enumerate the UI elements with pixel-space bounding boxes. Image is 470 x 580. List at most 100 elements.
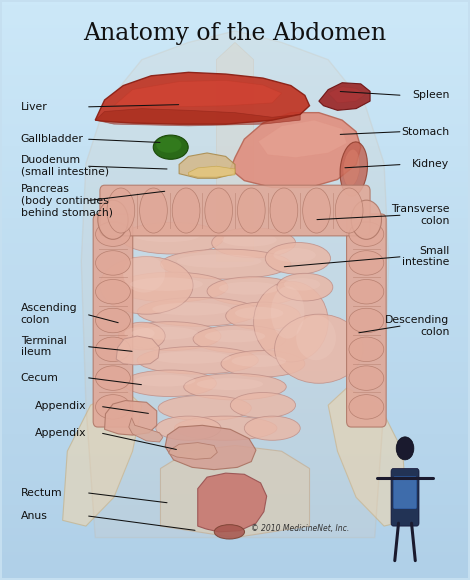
Polygon shape [328, 87, 366, 103]
Ellipse shape [95, 222, 130, 246]
Ellipse shape [130, 277, 203, 291]
Ellipse shape [137, 298, 258, 327]
Ellipse shape [396, 437, 414, 460]
Ellipse shape [118, 322, 221, 350]
Ellipse shape [349, 366, 384, 390]
Ellipse shape [95, 309, 130, 333]
Text: Pancreas
(body continues
behind stomach): Pancreas (body continues behind stomach) [21, 184, 113, 218]
Ellipse shape [140, 188, 167, 233]
Polygon shape [95, 72, 310, 124]
Polygon shape [81, 31, 389, 538]
Ellipse shape [177, 255, 261, 268]
Ellipse shape [244, 416, 300, 440]
Ellipse shape [133, 228, 200, 242]
Ellipse shape [107, 188, 135, 233]
Polygon shape [114, 81, 282, 107]
Ellipse shape [340, 142, 368, 196]
FancyBboxPatch shape [100, 185, 370, 236]
Ellipse shape [172, 188, 200, 233]
Ellipse shape [118, 322, 165, 350]
Ellipse shape [274, 314, 363, 383]
Polygon shape [169, 443, 217, 459]
Text: Ascending
colon: Ascending colon [21, 303, 78, 325]
Text: Gallbladder: Gallbladder [21, 134, 84, 144]
Ellipse shape [205, 188, 233, 233]
Ellipse shape [222, 233, 277, 246]
Ellipse shape [95, 337, 130, 361]
Ellipse shape [156, 416, 221, 440]
Ellipse shape [349, 394, 384, 419]
Polygon shape [230, 113, 361, 187]
Polygon shape [188, 166, 235, 177]
Ellipse shape [98, 200, 128, 240]
Ellipse shape [351, 200, 382, 240]
Polygon shape [165, 425, 256, 470]
Ellipse shape [100, 256, 193, 314]
Text: Spleen: Spleen [412, 90, 449, 100]
FancyBboxPatch shape [346, 214, 386, 427]
Ellipse shape [156, 137, 182, 153]
Polygon shape [95, 108, 300, 126]
FancyBboxPatch shape [393, 477, 417, 509]
Ellipse shape [95, 366, 130, 390]
Polygon shape [319, 83, 370, 110]
Ellipse shape [160, 249, 291, 279]
Polygon shape [63, 388, 142, 526]
Ellipse shape [205, 330, 265, 342]
Ellipse shape [303, 188, 330, 233]
Ellipse shape [193, 325, 286, 353]
Ellipse shape [153, 135, 188, 160]
Text: Liver: Liver [21, 102, 47, 112]
Text: Appendix: Appendix [35, 428, 86, 438]
Ellipse shape [271, 287, 305, 339]
Polygon shape [160, 445, 310, 538]
Text: Anatomy of the Abdomen: Anatomy of the Abdomen [84, 22, 386, 45]
FancyBboxPatch shape [391, 469, 419, 526]
Ellipse shape [237, 188, 265, 233]
Ellipse shape [135, 375, 196, 387]
Polygon shape [129, 418, 163, 442]
Ellipse shape [152, 303, 231, 316]
Ellipse shape [349, 251, 384, 275]
Ellipse shape [214, 525, 244, 539]
Text: Terminal
ileum: Terminal ileum [21, 336, 66, 357]
Ellipse shape [212, 228, 296, 258]
Ellipse shape [349, 222, 384, 246]
Ellipse shape [265, 242, 330, 274]
Text: © 2010 MedicineNet, Inc.: © 2010 MedicineNet, Inc. [251, 524, 350, 533]
Ellipse shape [226, 302, 300, 330]
Ellipse shape [349, 309, 384, 333]
Polygon shape [258, 120, 347, 158]
Ellipse shape [349, 280, 384, 304]
Ellipse shape [158, 396, 251, 420]
Ellipse shape [116, 272, 228, 302]
Ellipse shape [232, 355, 286, 367]
Ellipse shape [152, 351, 231, 364]
Ellipse shape [123, 255, 165, 292]
Ellipse shape [343, 149, 360, 187]
Polygon shape [104, 401, 157, 435]
Ellipse shape [131, 327, 198, 340]
Ellipse shape [95, 251, 130, 275]
Text: Transverse
colon: Transverse colon [391, 204, 449, 226]
Ellipse shape [335, 188, 363, 233]
Polygon shape [179, 153, 235, 178]
Text: Stomach: Stomach [401, 126, 449, 137]
Polygon shape [116, 336, 159, 365]
Ellipse shape [95, 280, 130, 304]
FancyBboxPatch shape [93, 214, 133, 427]
Polygon shape [328, 388, 407, 526]
Ellipse shape [184, 374, 286, 400]
Ellipse shape [125, 327, 155, 339]
Ellipse shape [123, 370, 216, 397]
Ellipse shape [174, 416, 277, 440]
Ellipse shape [274, 248, 316, 262]
Ellipse shape [95, 394, 130, 419]
Text: Descending
colon: Descending colon [385, 315, 449, 336]
Ellipse shape [277, 273, 333, 301]
Ellipse shape [254, 281, 328, 362]
Ellipse shape [137, 346, 258, 374]
Polygon shape [216, 42, 254, 261]
Ellipse shape [235, 307, 283, 320]
Ellipse shape [349, 337, 384, 361]
